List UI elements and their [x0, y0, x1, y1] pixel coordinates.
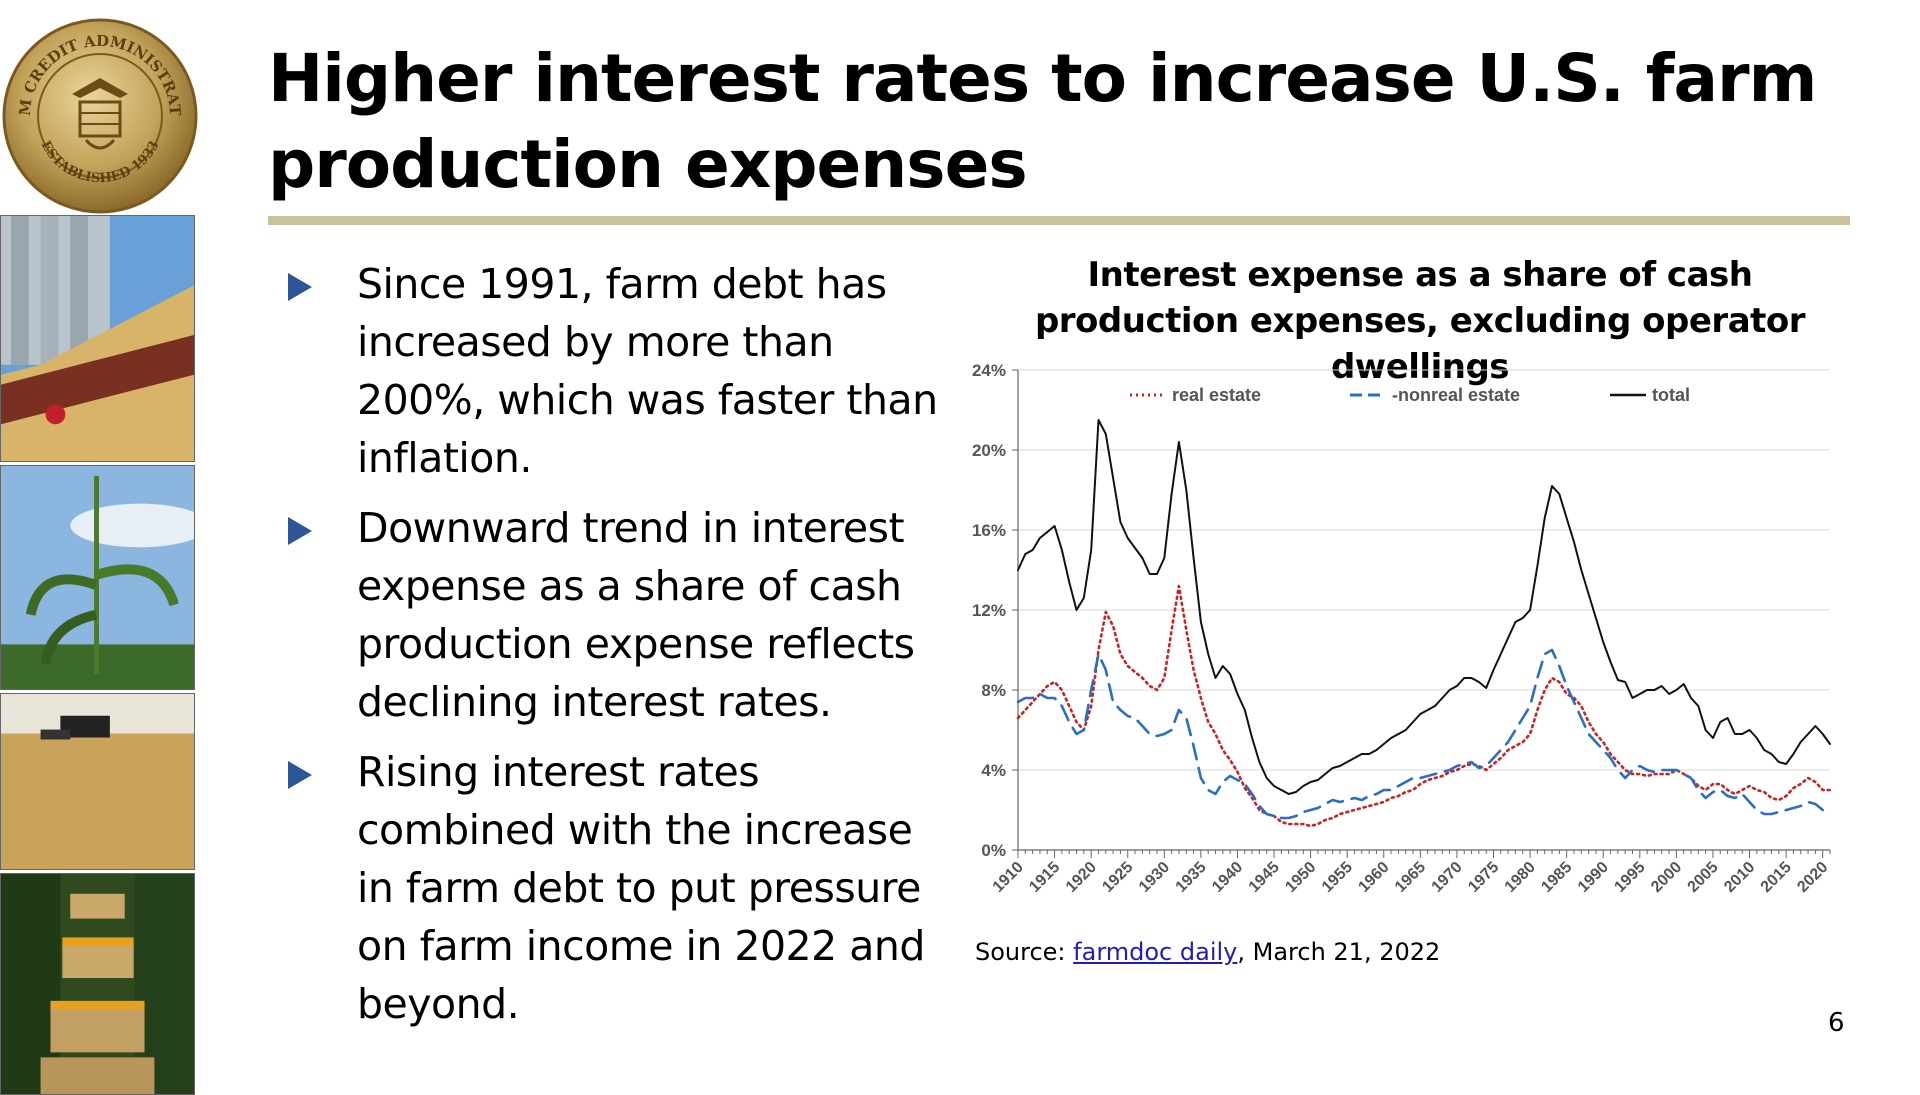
x-tick-label: 1995	[1611, 859, 1648, 896]
x-tick-label: 1970	[1429, 859, 1466, 896]
series-line-nonreal-estate	[1016, 648, 1832, 820]
x-tick-label: 1935	[1173, 859, 1210, 896]
x-tick-label: 1940	[1209, 859, 1246, 896]
slide-title: Higher interest rates to increase U.S. f…	[268, 40, 1817, 203]
x-tick-label: 1910	[990, 859, 1027, 896]
grain-harvest-photo	[0, 215, 195, 462]
bullet-list: Since 1991, farm debt has increased by m…	[285, 255, 945, 1045]
y-tick-label: 24%	[972, 361, 1006, 380]
bullet-item: Rising interest rates combined with the …	[285, 743, 945, 1033]
y-tick-label: 4%	[981, 761, 1006, 780]
y-tick-label: 16%	[972, 521, 1006, 540]
y-tick-label: 12%	[972, 601, 1006, 620]
x-tick-label: 1955	[1319, 859, 1356, 896]
source-suffix: , March 21, 2022	[1237, 938, 1441, 966]
bullet-text: Since 1991, farm debt has increased by m…	[357, 260, 938, 482]
x-tick-label: 1915	[1026, 859, 1063, 896]
legend-label: total	[1652, 385, 1690, 405]
x-tick-label: 1925	[1099, 859, 1136, 896]
bullet-arrow-icon	[288, 761, 312, 789]
x-tick-label: 1990	[1575, 859, 1612, 896]
bullet-text: Downward trend in interest expense as a …	[357, 504, 915, 726]
x-tick-label: 1960	[1355, 859, 1392, 896]
x-tick-label: 1975	[1465, 859, 1502, 896]
x-tick-label: 2015	[1758, 859, 1795, 896]
legend-label: -nonreal estate	[1392, 385, 1520, 405]
x-tick-label: 1920	[1063, 859, 1100, 896]
title-divider	[268, 216, 1850, 225]
x-tick-label: 1930	[1136, 859, 1173, 896]
bullet-text: Rising interest rates combined with the …	[357, 748, 925, 1028]
source-citation: Source: farmdoc daily, March 21, 2022	[975, 938, 1440, 966]
x-tick-label: 1950	[1282, 859, 1319, 896]
legend-label: real estate	[1172, 385, 1261, 405]
x-tick-label: 1985	[1538, 859, 1575, 896]
bullet-arrow-icon	[288, 273, 312, 301]
x-tick-label: 1980	[1502, 859, 1539, 896]
bullet-arrow-icon	[288, 517, 312, 545]
farmdoc-daily-link[interactable]: farmdoc daily	[1073, 938, 1238, 966]
fca-seal-logo: FARM CREDIT ADMINISTRATION ESTABLISHED 1…	[0, 16, 198, 214]
bullet-item: Since 1991, farm debt has increased by m…	[285, 255, 945, 487]
x-tick-label: 2010	[1721, 859, 1758, 896]
source-prefix: Source:	[975, 938, 1074, 966]
corn-plant-photo	[0, 465, 195, 690]
x-tick-label: 1945	[1246, 859, 1283, 896]
y-tick-label: 0%	[981, 841, 1006, 860]
x-tick-label: 2000	[1648, 859, 1685, 896]
x-tick-label: 2020	[1794, 859, 1831, 896]
wheat-combine-photo	[0, 693, 195, 870]
y-tick-label: 20%	[972, 441, 1006, 460]
bullet-item: Downward trend in interest expense as a …	[285, 499, 945, 731]
page-number: 6	[1828, 1008, 1845, 1038]
orchard-crates-photo	[0, 873, 195, 1095]
series-line-real-estate	[1016, 584, 1832, 828]
x-tick-label: 2005	[1685, 859, 1722, 896]
interest-expense-chart: 0%4%8%12%16%20%24%1910 1915 1920 1925 1930 19…	[972, 361, 1832, 896]
x-tick-label: 1965	[1392, 859, 1429, 896]
y-tick-label: 8%	[981, 681, 1006, 700]
chart-title: Interest expense as a share of cash prod…	[1034, 255, 1806, 387]
series-line-total	[1017, 419, 1831, 795]
